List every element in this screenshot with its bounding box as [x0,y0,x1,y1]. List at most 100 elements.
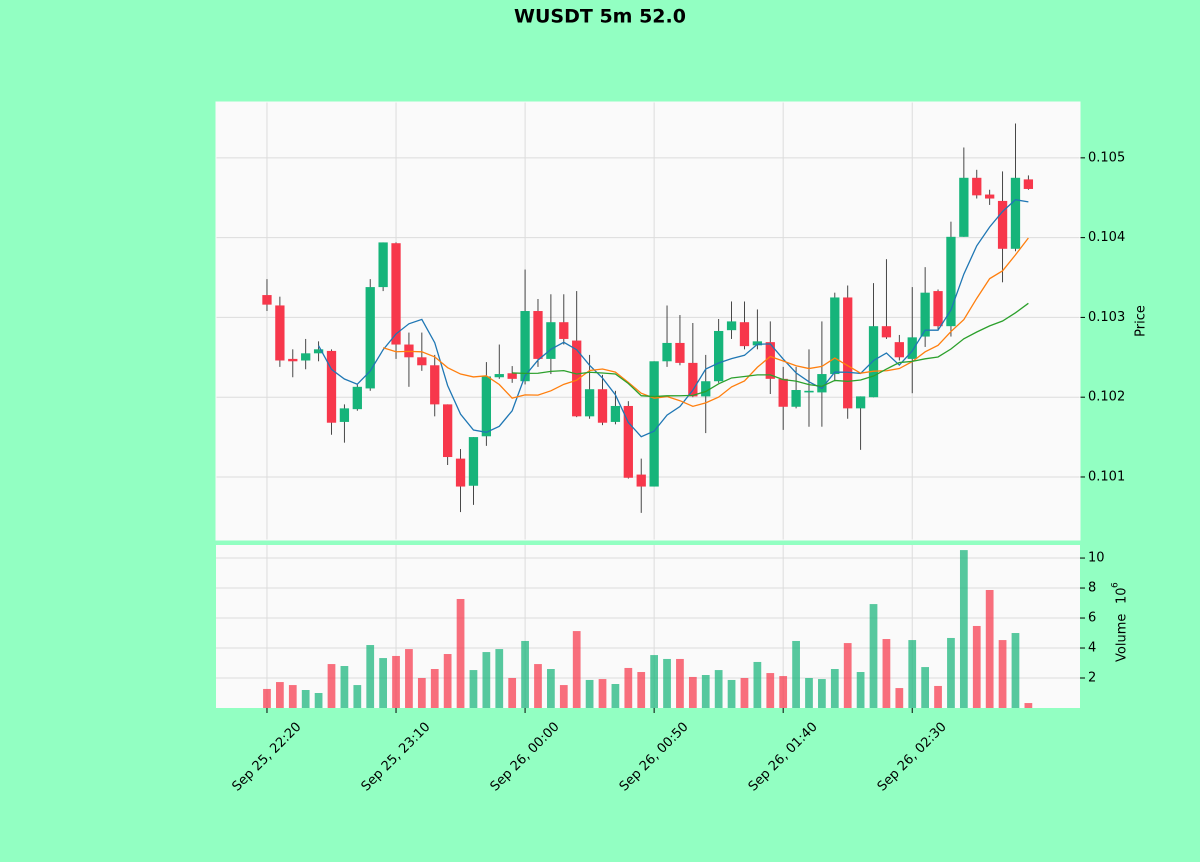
candle-body [752,341,763,346]
candle-body [352,386,362,410]
candle-body [997,200,1008,249]
volume-bar [301,690,310,708]
candle-body [688,362,698,397]
volume-bar [1011,633,1020,708]
volume-bar [547,669,555,708]
candle-body [1023,179,1034,189]
volume-bar [714,670,723,708]
candle-body [701,381,711,397]
candle-body [443,404,453,458]
volume-bar [908,640,917,708]
candle-body [843,297,853,409]
candle-body [378,242,388,288]
volume-bar [895,688,904,708]
candle-body [636,474,646,487]
volume-bar [637,672,646,708]
volume-bar [663,658,671,708]
price-frame [215,101,1081,541]
candle-body [959,177,969,237]
volume-label: Volume [1115,614,1130,662]
volume-bar [392,655,400,708]
candle-body [739,322,750,347]
volume-bar [650,655,659,708]
volume-bar [405,649,413,708]
volume-bar [340,666,349,708]
candle-body [572,340,582,417]
candle-body [662,342,672,362]
volume-offset: 10 [1115,587,1130,604]
candle-body [391,243,401,345]
volume-bar [740,678,749,708]
chart-title: WUSDT 5m 52.0 [514,6,686,28]
candle-body [275,305,285,361]
candle-body [597,389,608,423]
candle-body [881,326,892,338]
candle-body [430,365,440,405]
candle-body [946,236,956,327]
candle-body [817,374,827,393]
candle-body [520,311,530,382]
candle-body [546,322,556,359]
volume-bar [688,676,697,708]
candle-body [868,326,879,398]
moving-average-line [318,199,1029,438]
volume-tick-label: 10 [1088,551,1105,566]
candle-body [791,390,801,407]
candle-body [972,177,982,196]
volume-bar [624,667,633,708]
volume-bar [985,589,994,708]
candle-body [481,376,492,437]
moving-average-line [512,302,1029,398]
candle-body [804,390,814,393]
volume-tick-label: 6 [1088,611,1096,626]
candle-body [855,396,866,409]
candle-body [894,342,904,358]
volume-bar [843,643,852,708]
candle-body [1010,177,1021,249]
volume-bar [727,679,736,708]
volume-bar [947,637,955,708]
candle-body [339,408,350,422]
candle-body [933,291,943,327]
volume-bar [456,598,465,708]
volume-bar [430,669,439,708]
volume-bar [534,664,542,708]
volume-bar [959,550,968,708]
volume-tick-label: 8 [1088,581,1096,596]
candle-body [468,437,479,486]
volume-bar [379,658,387,708]
candle-body [313,349,324,354]
candle-body [455,458,466,487]
volume-bar [366,645,375,708]
volume-bar [263,688,271,708]
candle-body [262,295,272,305]
candle-body [778,378,788,407]
y-tick-label: 0.101 [1088,469,1125,484]
volume-bar [676,658,684,708]
volume-bar [314,693,323,708]
volume-bar [598,679,607,708]
y-tick-label: 0.103 [1088,310,1125,325]
candle-body [559,322,569,339]
moving-average-line [382,237,1029,408]
volume-bar [882,639,891,708]
volume-bar [572,631,581,708]
candle-body [649,361,659,487]
volume-bar [869,604,878,708]
candle-body [417,357,427,366]
volume-bar [934,685,942,708]
y-tick-label: 0.104 [1088,230,1125,245]
volume-offset-exponent: 6 [1111,582,1121,588]
volume-panel [216,545,1080,708]
volume-bar [1024,703,1033,708]
candle-body [726,321,737,331]
volume-bar [417,678,426,708]
candle-body [610,405,621,422]
volume-bar [921,667,930,708]
candle-body [985,194,995,199]
volume-bar [327,664,336,708]
volume-bar [288,685,297,708]
candle-body [830,297,840,375]
y-tick-label: 0.102 [1088,390,1125,405]
